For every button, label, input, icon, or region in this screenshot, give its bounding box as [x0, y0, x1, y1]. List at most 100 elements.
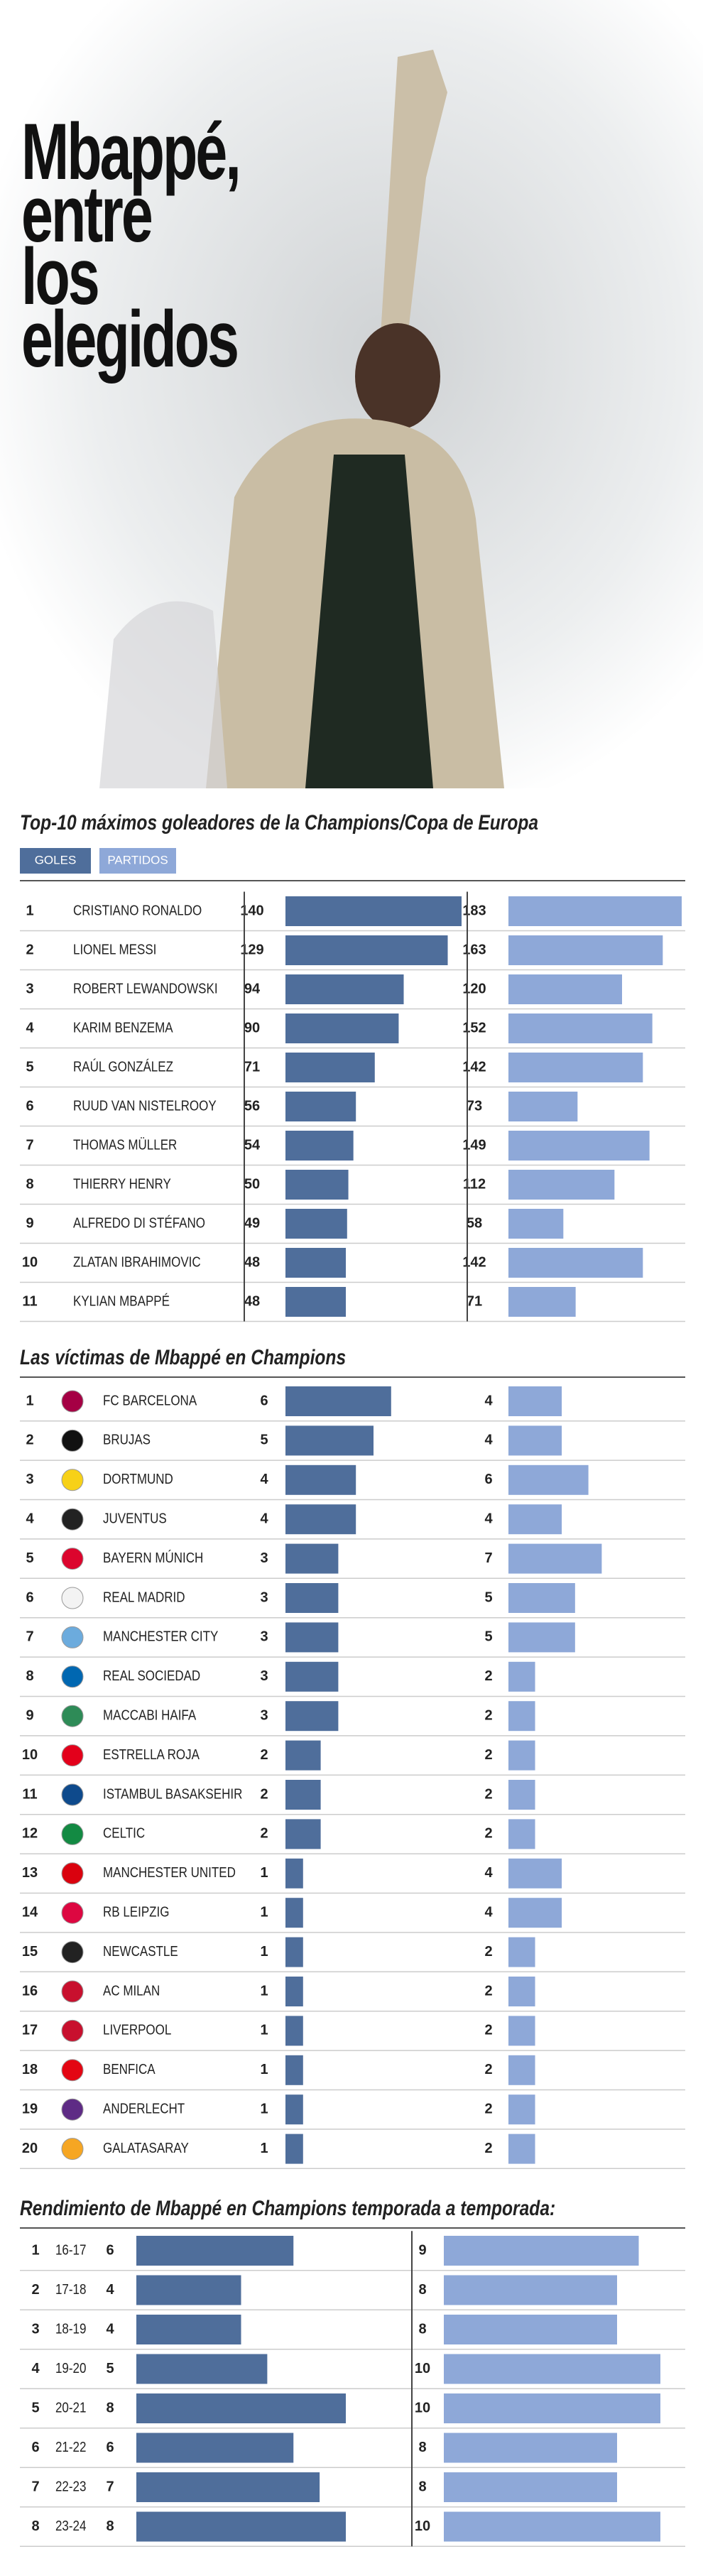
team-logo	[61, 1548, 84, 1570]
category-label: ROBERT LEWANDOWSKI	[73, 980, 218, 996]
bar	[508, 974, 622, 1004]
rank: 6	[26, 1589, 33, 1605]
value-label: 1	[260, 1944, 268, 1960]
value-label: 140	[240, 903, 263, 918]
value-label: 1	[260, 2141, 268, 2156]
value-label: 6	[106, 2440, 114, 2455]
bar	[136, 2354, 268, 2384]
value-label: 2	[484, 2141, 492, 2156]
bar	[136, 2393, 346, 2423]
team-logo	[61, 2019, 84, 2042]
value-label: 58	[467, 1215, 482, 1231]
value-label: 10	[415, 2361, 430, 2376]
category-label: KARIM BENZEMA	[73, 1019, 173, 1036]
section-title: Las víctimas de Mbappé en Champions	[20, 1345, 346, 1369]
category-label: 22-23	[55, 2478, 86, 2494]
team-logo	[61, 1626, 84, 1648]
category-label: REAL SOCIEDAD	[103, 1668, 200, 1684]
value-label: 4	[484, 1433, 493, 1448]
value-label: 120	[462, 981, 486, 996]
bar	[285, 1583, 339, 1613]
team-logo	[61, 1587, 84, 1609]
bar	[508, 1819, 535, 1849]
value-label: 56	[244, 1098, 260, 1114]
bar	[508, 896, 682, 926]
bar	[508, 2094, 535, 2125]
rank: 7	[31, 2479, 39, 2494]
bar	[508, 1977, 535, 2006]
bar	[285, 1622, 339, 1653]
category-label: RAÚL GONZÁLEZ	[73, 1058, 173, 1075]
bar	[444, 2275, 617, 2305]
value-label: 1	[260, 1904, 268, 1920]
bar	[285, 1701, 339, 1732]
value-label: 2	[484, 1983, 492, 1999]
rank: 6	[31, 2440, 39, 2455]
category-label: FC BARCELONA	[103, 1392, 197, 1408]
value-label: 183	[462, 903, 486, 918]
rank: 4	[26, 1511, 34, 1526]
value-label: 6	[484, 1472, 492, 1487]
value-label: 1	[260, 1983, 268, 1999]
value-label: 2	[260, 1747, 268, 1763]
value-label: 54	[244, 1137, 261, 1153]
bar	[508, 1898, 562, 1928]
rank: 12	[22, 1826, 38, 1842]
value-label: 4	[484, 1511, 493, 1526]
rank: 10	[22, 1747, 38, 1763]
rank: 2	[26, 942, 33, 957]
bar	[285, 935, 448, 965]
bar	[285, 1209, 347, 1239]
team-logo	[61, 1901, 84, 1924]
bar	[508, 1740, 535, 1771]
value-label: 1	[260, 2023, 268, 2038]
category-label: 18-19	[55, 2320, 86, 2337]
rank: 11	[22, 1786, 37, 1802]
category-label: 21-22	[55, 2438, 86, 2455]
value-label: 8	[418, 2321, 426, 2337]
category-label: AC MILAN	[103, 1982, 160, 1999]
bar	[136, 2511, 346, 2542]
bar	[508, 1701, 535, 1732]
bar	[285, 1386, 391, 1416]
value-label: 4	[484, 1393, 493, 1408]
value-label: 7	[484, 1550, 492, 1566]
team-logo	[61, 1469, 84, 1491]
bar	[285, 1780, 321, 1810]
rank: 1	[26, 903, 33, 918]
bar	[285, 974, 404, 1004]
value-label: 2	[484, 2062, 492, 2077]
bar	[508, 1504, 562, 1535]
bar	[508, 1209, 564, 1239]
value-label: 129	[240, 942, 263, 957]
section-title: Rendimiento de Mbappé en Champions tempo…	[20, 2196, 555, 2220]
category-label: CRISTIANO RONALDO	[73, 902, 202, 918]
rank: 1	[26, 1393, 33, 1408]
bar	[508, 1131, 650, 1161]
bar	[285, 2134, 303, 2164]
bar	[508, 1386, 562, 1416]
legend-label: PARTIDOS	[107, 853, 168, 866]
rank: 4	[26, 1020, 34, 1036]
bar	[508, 1425, 562, 1456]
value-label: 71	[244, 1059, 260, 1075]
bar	[285, 1013, 399, 1043]
bar	[285, 896, 462, 926]
rank: 3	[26, 1472, 33, 1487]
value-label: 4	[106, 2282, 114, 2298]
bar	[508, 1858, 562, 1888]
rank: 18	[22, 2062, 38, 2077]
category-label: MANCHESTER UNITED	[103, 1864, 236, 1881]
bar	[285, 2094, 303, 2125]
bar	[508, 2134, 535, 2164]
value-label: 6	[106, 2242, 114, 2258]
category-label: DORTMUND	[103, 1471, 173, 1487]
value-label: 1	[260, 2062, 268, 2077]
team-logo	[61, 1508, 84, 1531]
value-label: 2	[484, 1826, 492, 1842]
rank: 2	[26, 1433, 33, 1448]
bar	[508, 1013, 653, 1043]
category-label: ANDERLECHT	[103, 2100, 185, 2116]
value-label: 48	[244, 1254, 260, 1270]
value-label: 1	[260, 1865, 268, 1881]
